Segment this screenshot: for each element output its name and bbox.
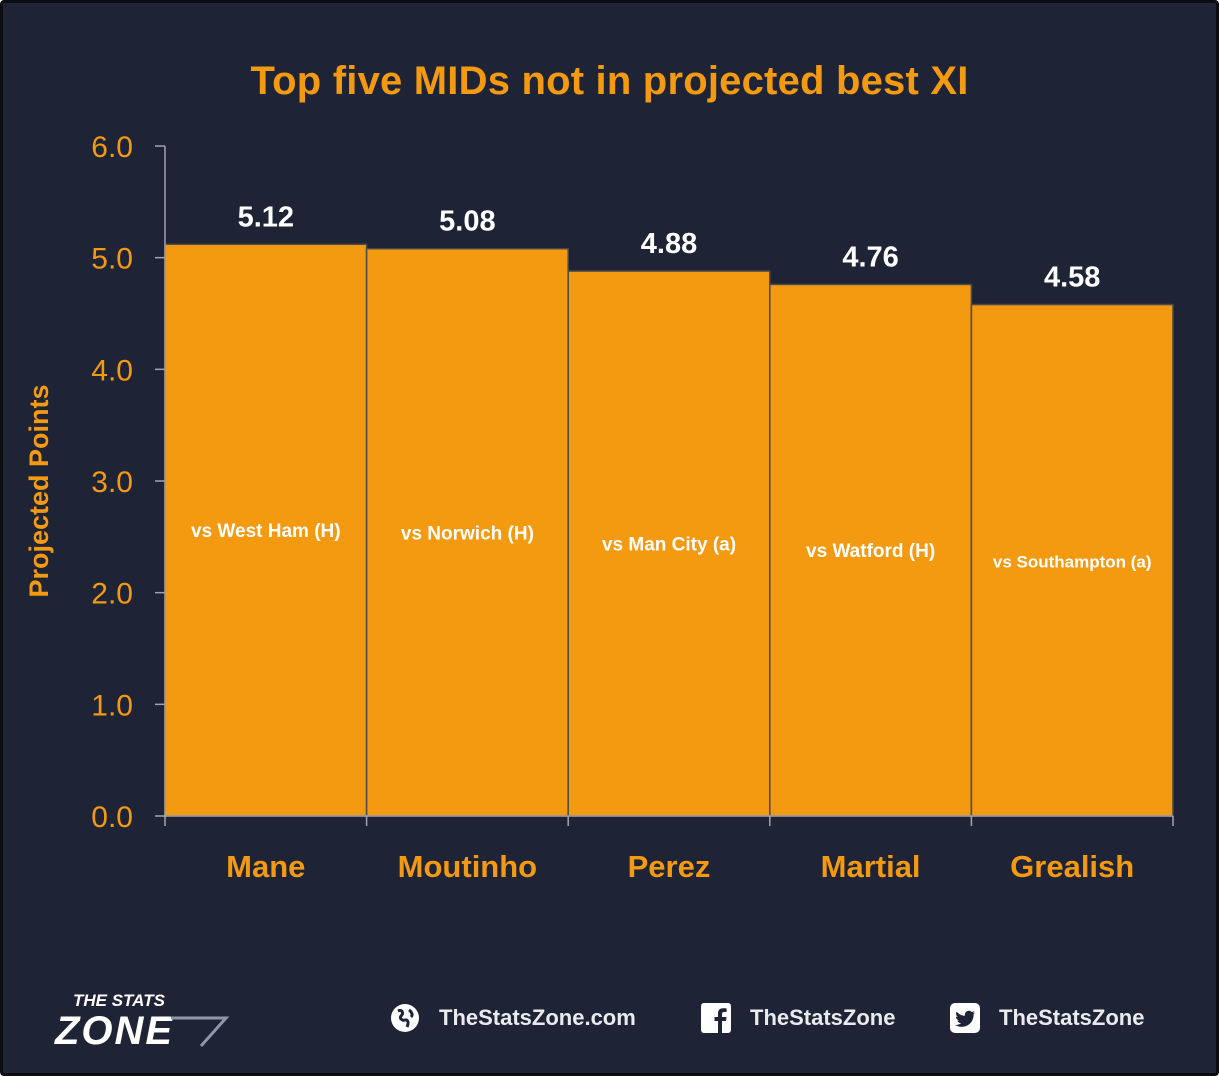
bar-inner-label: vs Norwich (H): [401, 523, 534, 544]
y-axis-title: Projected Points: [24, 384, 54, 597]
data-label: 4.76: [842, 241, 898, 273]
twitter-link[interactable]: TheStatsZone: [949, 1002, 1144, 1034]
twitter-label: TheStatsZone: [999, 1005, 1145, 1030]
facebook-link[interactable]: TheStatsZone: [700, 1002, 895, 1034]
bar-chart: 0.0 1.0 2.0 3.0 4.0 5.0 6.0 Mane Moutinho Perez Ma…: [24, 131, 1174, 884]
data-label: 4.58: [1044, 262, 1100, 294]
facebook-label: TheStatsZone: [750, 1005, 896, 1030]
logo-line1: THE STATS: [73, 991, 166, 1010]
bar-inner-label: vs Watford (H): [806, 541, 935, 562]
data-label: 5.12: [238, 201, 294, 233]
y-tick-label: 3.0: [91, 466, 133, 499]
bar-moutinho: [365, 247, 569, 817]
twitter-icon: [950, 1003, 980, 1033]
x-tick-label: Perez: [628, 849, 711, 884]
x-tick-label: Grealish: [1010, 849, 1134, 884]
x-tick-label: Moutinho: [398, 849, 537, 884]
y-tick-label: 4.0: [91, 354, 133, 387]
website-link[interactable]: TheStatsZone.com: [389, 1002, 636, 1034]
facebook-icon: [701, 1003, 731, 1033]
y-tick-label: 5.0: [91, 243, 133, 276]
y-tick-label: 1.0: [91, 689, 133, 722]
bar-martial: [769, 283, 973, 817]
data-label: 4.88: [641, 228, 697, 260]
globe-icon: [391, 1004, 419, 1032]
logo-line2: ZONE: [54, 1009, 174, 1053]
bar-perez: [567, 270, 771, 817]
bar-inner-label: vs West Ham (H): [191, 521, 341, 542]
bar-inner-label: vs Southampton (a): [993, 552, 1152, 571]
x-tick-label: Mane: [226, 849, 305, 884]
stats-zone-logo: THE STATS ZONE: [54, 991, 230, 1053]
bar-inner-label: vs Man City (a): [602, 535, 736, 556]
footer: THE STATS ZONE TheStatsZone.com TheStats…: [3, 978, 1216, 1058]
data-label: 5.08: [439, 206, 495, 238]
y-tick-label: 0.0: [91, 801, 133, 834]
chart-title: Top five MIDs not in projected best XI: [250, 59, 969, 103]
website-label: TheStatsZone.com: [439, 1005, 636, 1030]
bar-mane: [164, 243, 368, 817]
logo-swoosh: [171, 1016, 230, 1047]
x-tick-label: Martial: [821, 849, 921, 884]
y-tick-label: 6.0: [91, 131, 133, 164]
y-tick-label: 2.0: [91, 578, 133, 611]
